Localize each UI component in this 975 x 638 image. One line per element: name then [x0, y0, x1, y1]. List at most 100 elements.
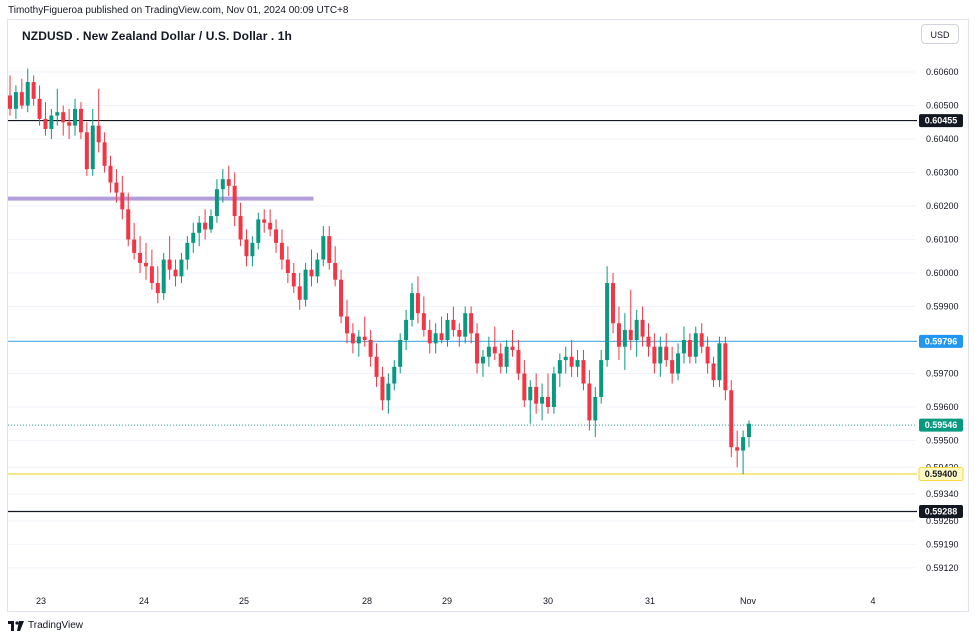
candle-body: [356, 336, 361, 344]
candle-body: [339, 279, 344, 317]
y-tick-label: 0.60100: [926, 235, 959, 245]
candle-body: [250, 242, 255, 257]
candle-body: [279, 242, 284, 260]
candle-body: [55, 112, 60, 116]
candle-body: [37, 98, 42, 119]
y-tick-label: 0.59190: [926, 539, 959, 549]
candle-body: [114, 182, 119, 193]
chart-title: NZDUSD . New Zealand Dollar / U.S. Dolla…: [22, 29, 292, 43]
candle-body: [593, 396, 598, 421]
candle-body: [717, 343, 722, 381]
candle-body: [569, 356, 574, 367]
candle-body: [185, 242, 190, 260]
currency-button[interactable]: USD: [921, 24, 959, 44]
candle-body: [143, 262, 148, 267]
tradingview-logo-icon: [8, 620, 24, 631]
candle-body: [173, 269, 178, 277]
candle-body: [327, 236, 332, 263]
candle-body: [368, 340, 373, 357]
candle-body: [670, 360, 675, 374]
candle-body: [268, 222, 273, 230]
candle-body: [220, 179, 225, 190]
candle-body: [120, 192, 125, 210]
y-tick-label: 0.60600: [926, 67, 959, 77]
candle-body: [735, 447, 740, 451]
support-black-price-label: 0.59288: [925, 507, 958, 517]
candle-body: [262, 219, 267, 223]
x-tick-label: 24: [139, 596, 149, 606]
candle-body: [693, 333, 698, 357]
candle-body: [155, 283, 160, 294]
y-tick-label: 0.59600: [926, 402, 959, 412]
y-tick-label: 0.59500: [926, 436, 959, 446]
candle-body: [303, 269, 308, 300]
candle-body: [167, 259, 172, 270]
x-tick-label: 23: [36, 596, 46, 606]
candle-body: [628, 329, 633, 340]
candle-body: [427, 329, 432, 344]
candle-body: [622, 329, 627, 347]
current-price-price-label: 0.59546: [925, 420, 958, 430]
candle-body: [179, 259, 184, 277]
candle-body: [209, 216, 214, 230]
candle-body: [699, 333, 704, 347]
y-tick-label: 0.59340: [926, 489, 959, 499]
y-tick-label: 0.60400: [926, 134, 959, 144]
candle-body: [102, 142, 107, 166]
candle-body: [611, 283, 616, 324]
candle-body: [504, 346, 509, 367]
candle-body: [652, 346, 657, 364]
x-tick-label: 25: [239, 596, 249, 606]
candle-body: [297, 286, 302, 300]
candle-body: [551, 373, 556, 407]
candle-body: [634, 319, 639, 340]
candle-body: [658, 346, 663, 364]
candle-body: [315, 259, 320, 277]
candle-body: [587, 383, 592, 421]
candle-body: [43, 118, 48, 129]
candle-body: [191, 232, 196, 243]
candle-body: [540, 396, 545, 404]
candle-body: [398, 340, 403, 367]
y-tick-label: 0.59120: [926, 563, 959, 573]
candle-body: [711, 363, 716, 381]
candle-body: [528, 386, 533, 401]
candle-body: [350, 333, 355, 344]
candle-body: [439, 333, 444, 340]
candle-body: [90, 125, 95, 170]
x-tick-label: 29: [442, 596, 452, 606]
candle-body: [78, 108, 83, 133]
candle-body: [149, 266, 154, 284]
candle-body: [522, 373, 527, 401]
candle-body: [510, 346, 515, 351]
publish-info: TimothyFigueroa published on TradingView…: [8, 5, 349, 16]
candle-body: [640, 319, 645, 337]
candle-body: [344, 316, 349, 334]
candle-body: [646, 336, 651, 347]
candle-body: [8, 95, 12, 109]
y-tick-label: 0.59700: [926, 369, 959, 379]
candle-body: [415, 293, 420, 314]
candle-body: [605, 283, 610, 361]
candle-body: [457, 329, 462, 337]
current-price-price-badge: [919, 418, 963, 432]
candle-body: [13, 92, 18, 109]
candle-body: [244, 239, 249, 257]
candle-body: [747, 423, 751, 438]
candle-body: [486, 346, 491, 357]
candle-body: [687, 340, 692, 357]
candle-body: [132, 239, 137, 253]
candle-body: [741, 437, 746, 451]
candle-body: [492, 346, 497, 354]
candle-body: [197, 222, 202, 233]
support-yellow-price-label: 0.59400: [925, 469, 958, 479]
chart-frame: [7, 19, 969, 612]
candle-body: [616, 323, 621, 347]
candle-body: [73, 108, 78, 126]
candle-body: [534, 386, 539, 404]
support-yellow-price-badge: [918, 467, 964, 481]
x-tick-label: 4: [870, 596, 875, 606]
candle-body: [25, 82, 30, 106]
candle-body: [49, 115, 54, 129]
